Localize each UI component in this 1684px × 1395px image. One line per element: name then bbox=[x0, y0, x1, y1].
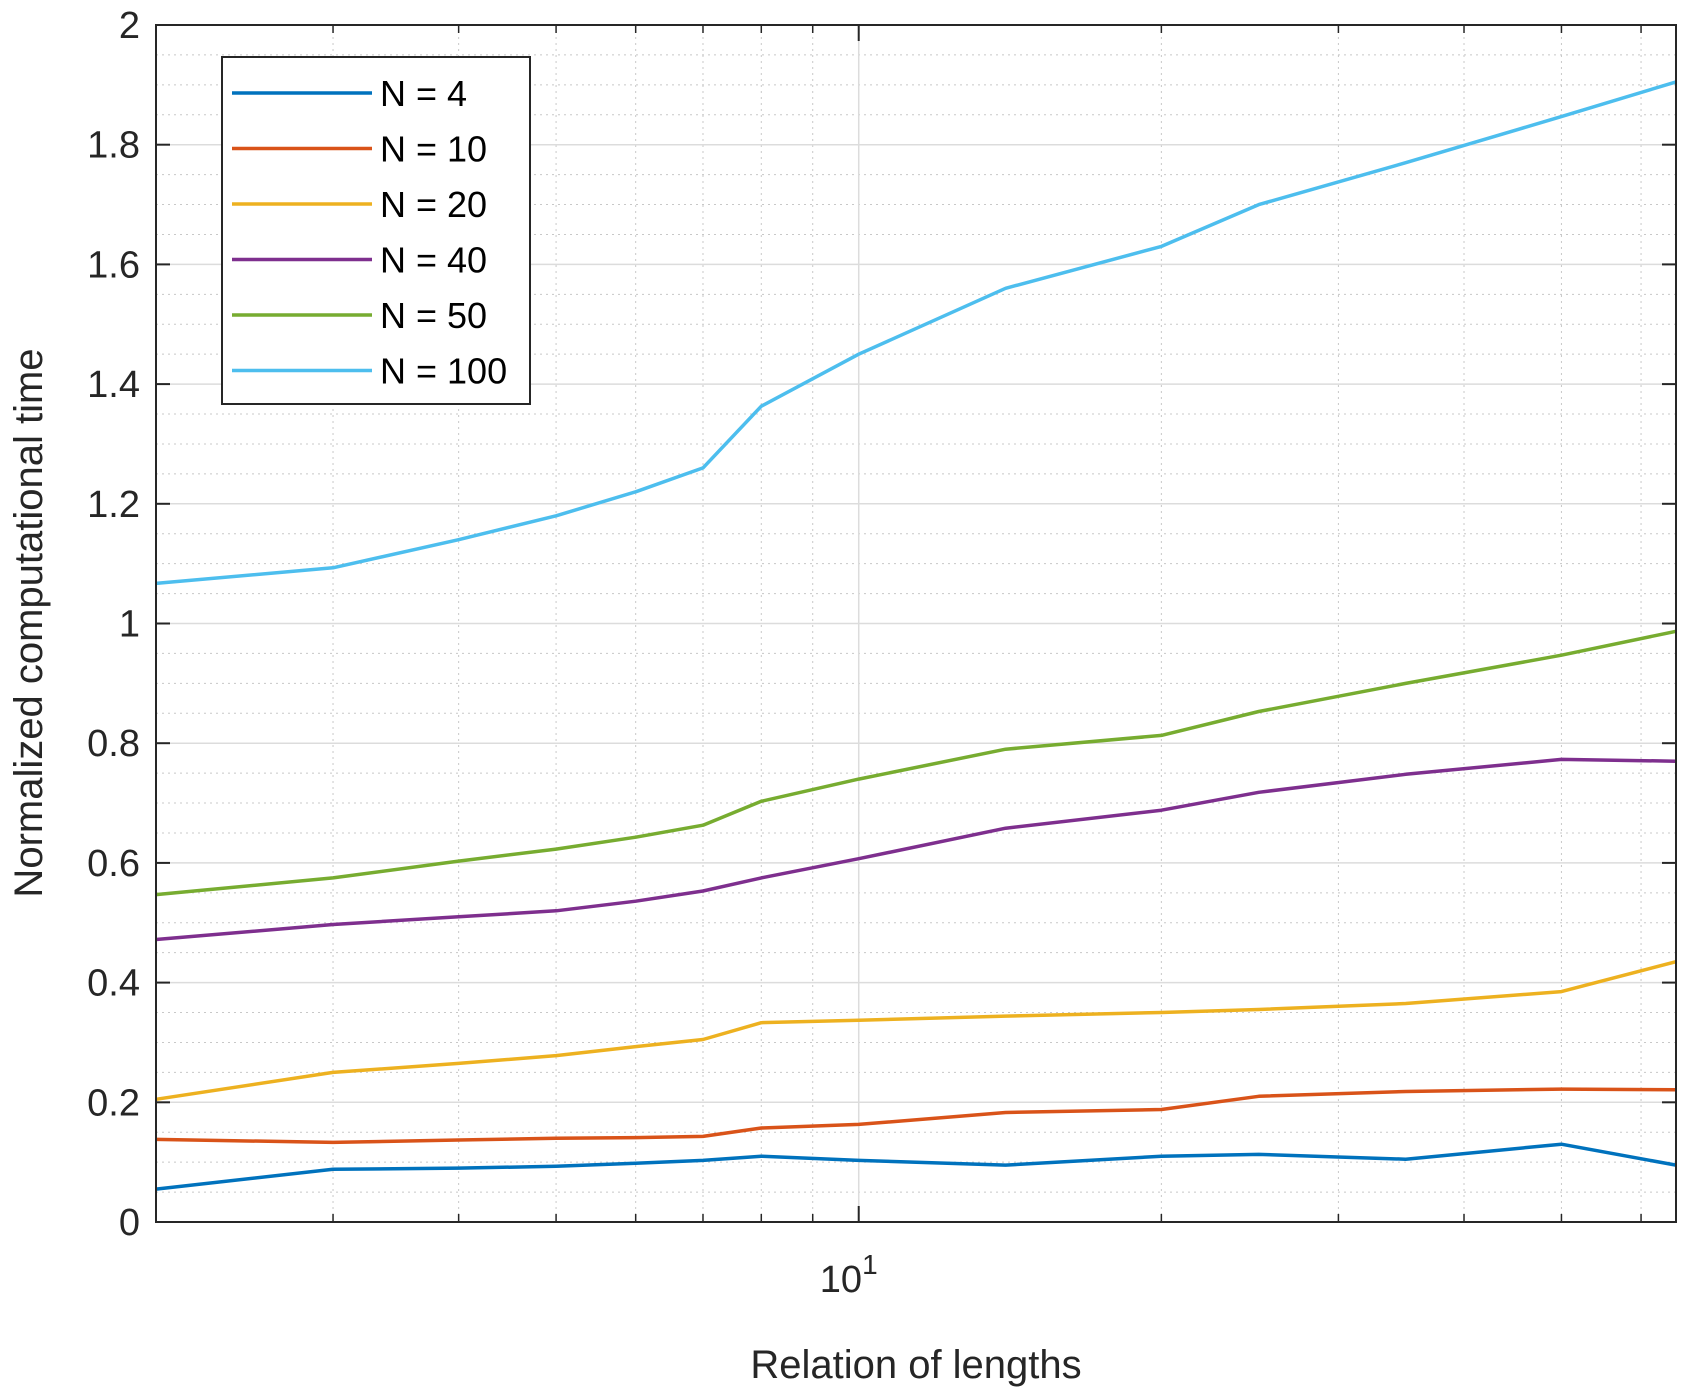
y-tick-label: 1.4 bbox=[87, 364, 140, 406]
y-tick-label: 0.4 bbox=[87, 963, 140, 1005]
y-axis-ticks: 0 0.2 0.4 0.6 0.8 1 1.2 1.4 1.6 1.8 2 bbox=[87, 5, 1676, 1244]
y-tick-label: 2 bbox=[119, 5, 140, 47]
legend-label-n-50: N = 50 bbox=[380, 295, 487, 336]
series-line-n-4 bbox=[155, 1142, 1677, 1191]
series-lines bbox=[155, 80, 1677, 1191]
series-line-n-10 bbox=[155, 1087, 1677, 1145]
series-line-n-100 bbox=[155, 80, 1677, 586]
legend-label-n-40: N = 40 bbox=[380, 240, 487, 281]
series-line-n-40 bbox=[155, 757, 1677, 942]
y-tick-label: 0.8 bbox=[87, 723, 140, 765]
y-tick-label: 1.2 bbox=[87, 484, 140, 526]
legend-box bbox=[221, 56, 531, 405]
y-tick-label: 1.8 bbox=[87, 125, 140, 167]
series-line-n-20 bbox=[155, 960, 1677, 1102]
y-tick-label: 1.6 bbox=[87, 244, 140, 286]
x-tick-label: 101 bbox=[820, 1249, 878, 1301]
legend-label-n-10: N = 10 bbox=[380, 129, 487, 170]
series-line-n-50 bbox=[155, 629, 1677, 897]
x-axis-ticks: 101 bbox=[332, 25, 1642, 1301]
y-axis-label: Normalized computational time bbox=[7, 348, 51, 897]
legend-label-n-20: N = 20 bbox=[380, 184, 487, 225]
legend-label-n-100: N = 100 bbox=[380, 351, 507, 392]
y-tick-label: 0 bbox=[119, 1202, 140, 1244]
y-tick-label: 0.6 bbox=[87, 843, 140, 885]
legend-label-n-4: N = 4 bbox=[380, 73, 467, 114]
legend: N = 4 N = 10 N = 20 N = 40 N = 50 N = 100 bbox=[221, 56, 531, 405]
x-axis-label: Relation of lengths bbox=[750, 1343, 1081, 1387]
y-tick-label: 1 bbox=[119, 604, 140, 646]
y-tick-label: 0.2 bbox=[87, 1082, 140, 1124]
